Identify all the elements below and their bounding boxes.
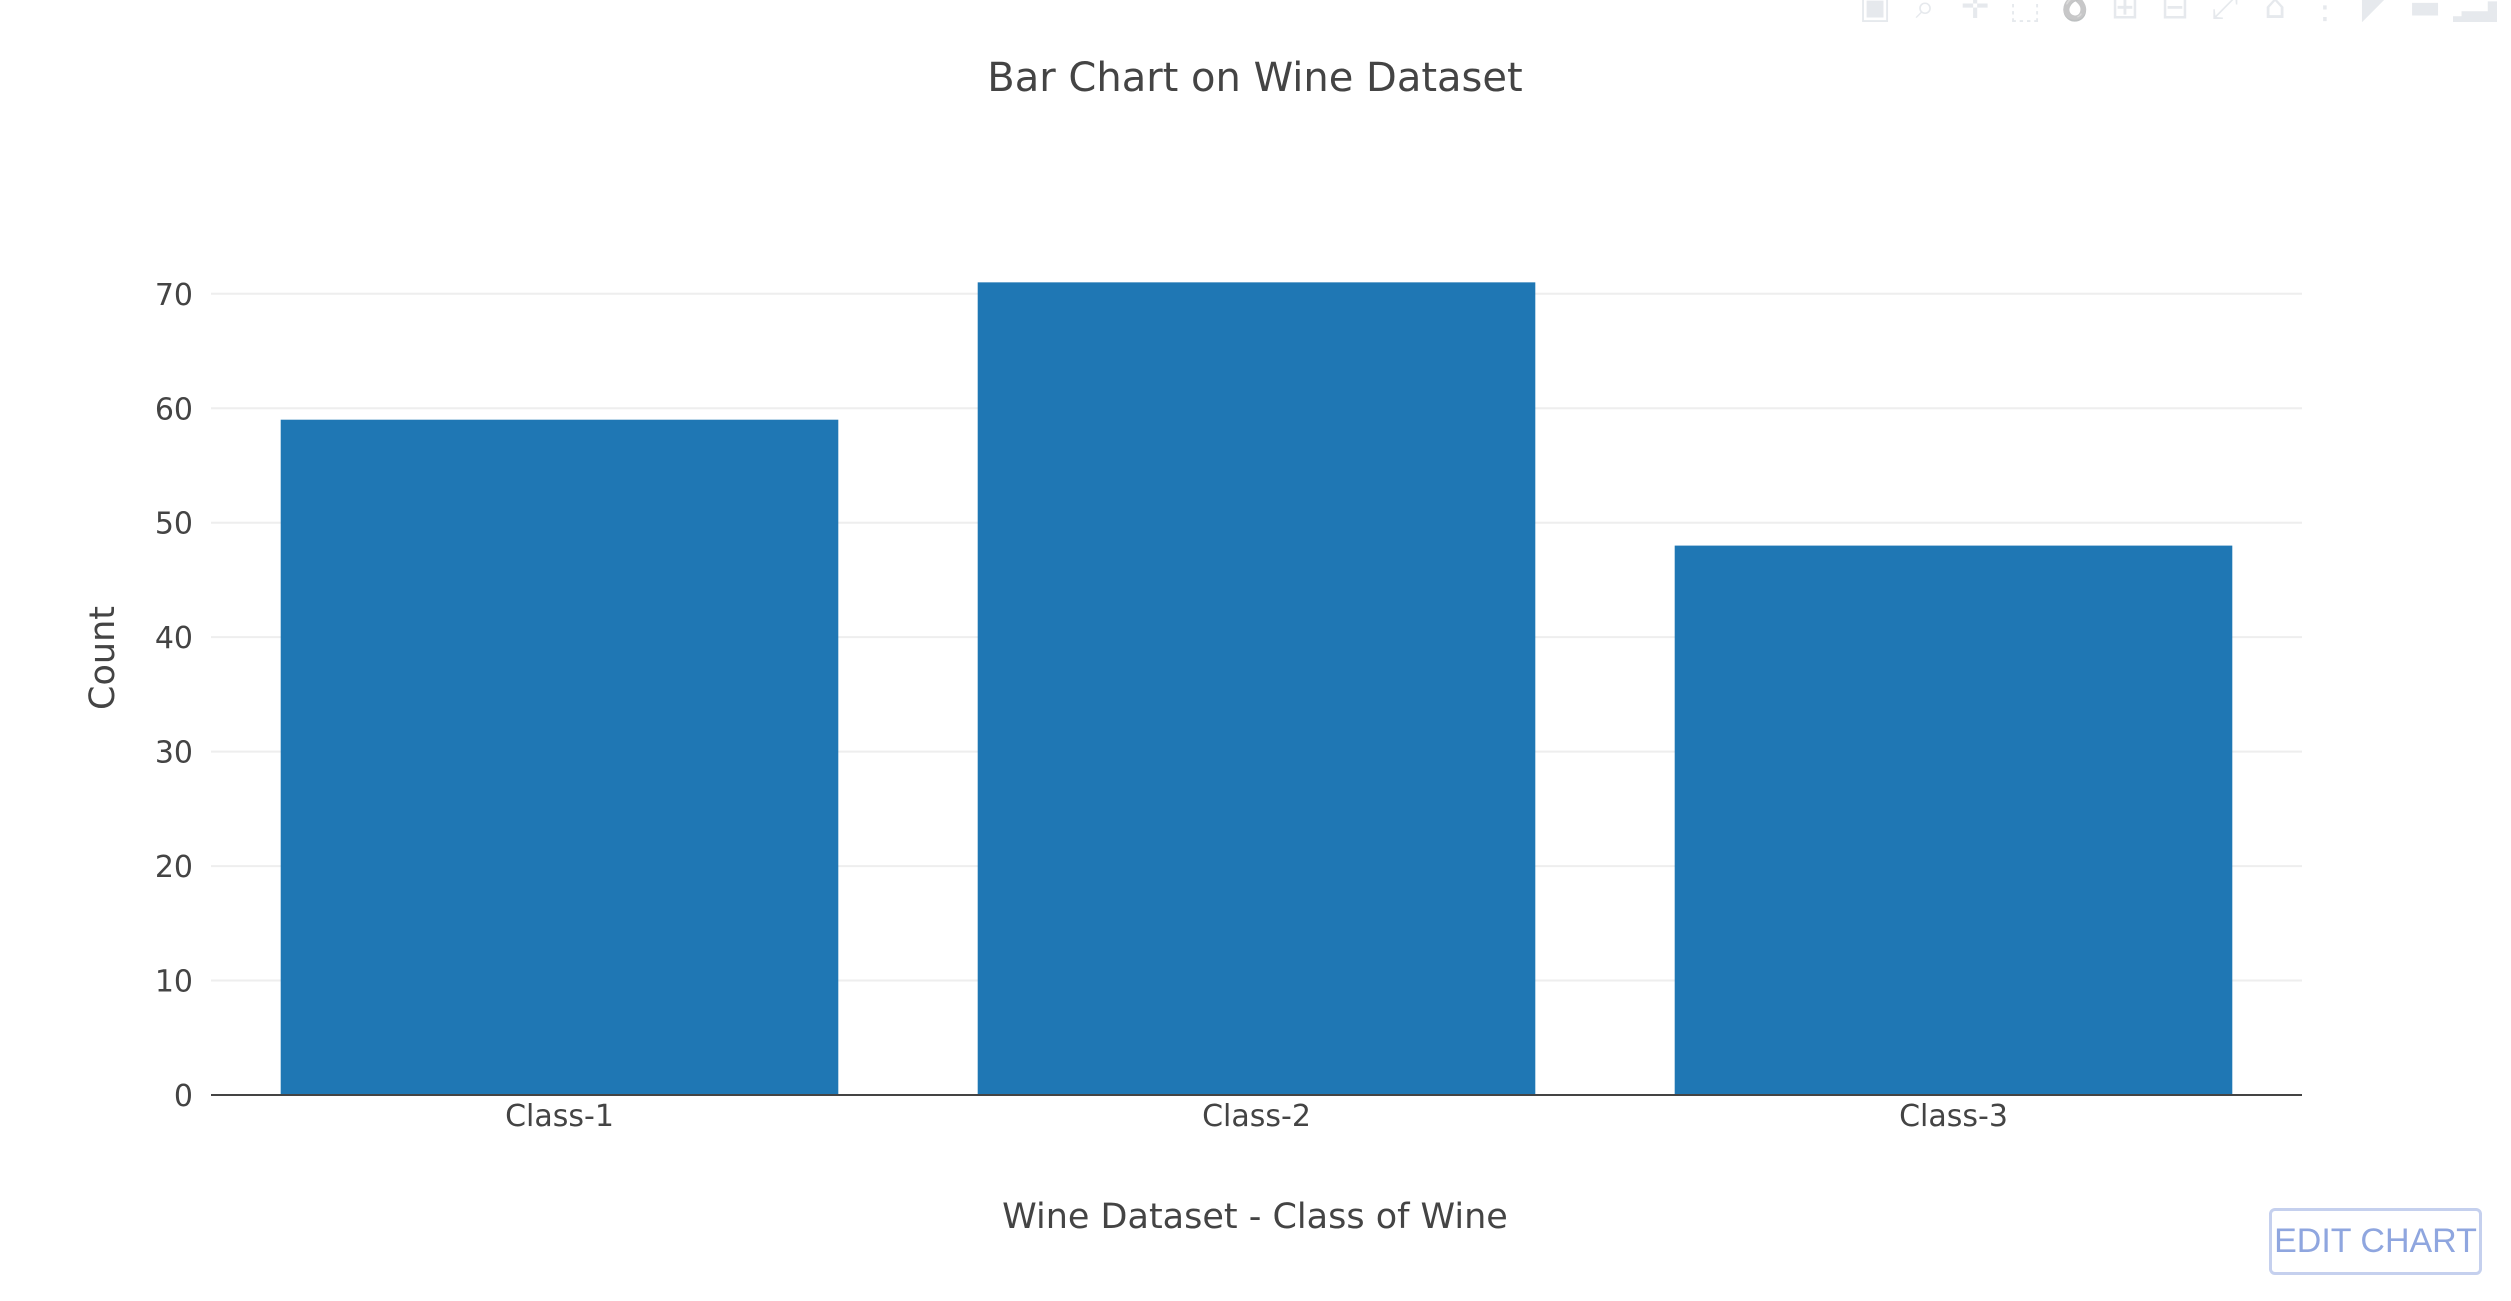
y-tick-label: 60 [155, 392, 193, 427]
hover-compare-icon[interactable]: ▬ [2408, 0, 2442, 22]
y-tick-label: 40 [155, 621, 193, 656]
x-tick-label: Class-3 [1899, 1099, 2008, 1134]
x-tick-labels: Class-1 Class-2 Class-3 [505, 1099, 2008, 1134]
bar-class-3[interactable] [1674, 545, 2233, 1095]
lasso-select-icon[interactable]: ➰ [2053, 0, 2097, 22]
chart-title: Bar Chart on Wine Dataset [987, 55, 1522, 101]
box-select-icon[interactable]: ⬚ [2008, 0, 2042, 22]
x-axis-title: Wine Dataset - Class of Wine [1002, 1197, 1508, 1237]
bar-class-1[interactable] [280, 419, 839, 1095]
y-tick-labels: 0 10 20 30 40 50 60 70 [155, 278, 193, 1114]
bars [280, 282, 2233, 1096]
y-tick-label: 30 [155, 736, 193, 771]
y-axis-title: Count [83, 606, 123, 710]
zoom-in-icon[interactable]: ⊞ [2110, 0, 2140, 22]
autoscale-icon[interactable]: ⤢ [2211, 0, 2239, 22]
camera-icon[interactable]: ▣ [1858, 0, 1892, 22]
y-tick-label: 20 [155, 850, 193, 885]
modebar: ▣ ⌕ ✛ ⬚ ➰ ⊞ ⊟ ⤢ ⌂ ⋮ ◤ ▬ ▁▂▃▅▇ [1853, 0, 2497, 22]
spike-lines-icon[interactable]: ⋮ [2308, 0, 2342, 22]
x-tick-label: Class-2 [1202, 1099, 1311, 1134]
hover-closest-icon[interactable]: ◤ [2361, 0, 2389, 22]
pan-icon[interactable]: ✛ [1960, 0, 1990, 22]
zoom-icon[interactable]: ⌕ [1915, 0, 1935, 22]
reset-axes-icon[interactable]: ⌂ [2264, 0, 2286, 22]
plotly-logo-icon[interactable]: ▁▂▃▅▇ [2453, 0, 2497, 22]
y-tick-label: 10 [155, 965, 193, 1000]
y-tick-label: 0 [174, 1079, 193, 1114]
x-tick-label: Class-1 [505, 1099, 614, 1134]
y-tick-label: 50 [155, 507, 193, 542]
zoom-out-icon[interactable]: ⊟ [2160, 0, 2190, 22]
bar-class-2[interactable] [977, 282, 1536, 1096]
edit-chart-button[interactable]: EDIT CHART [2269, 1208, 2482, 1275]
y-tick-label: 70 [155, 278, 193, 313]
